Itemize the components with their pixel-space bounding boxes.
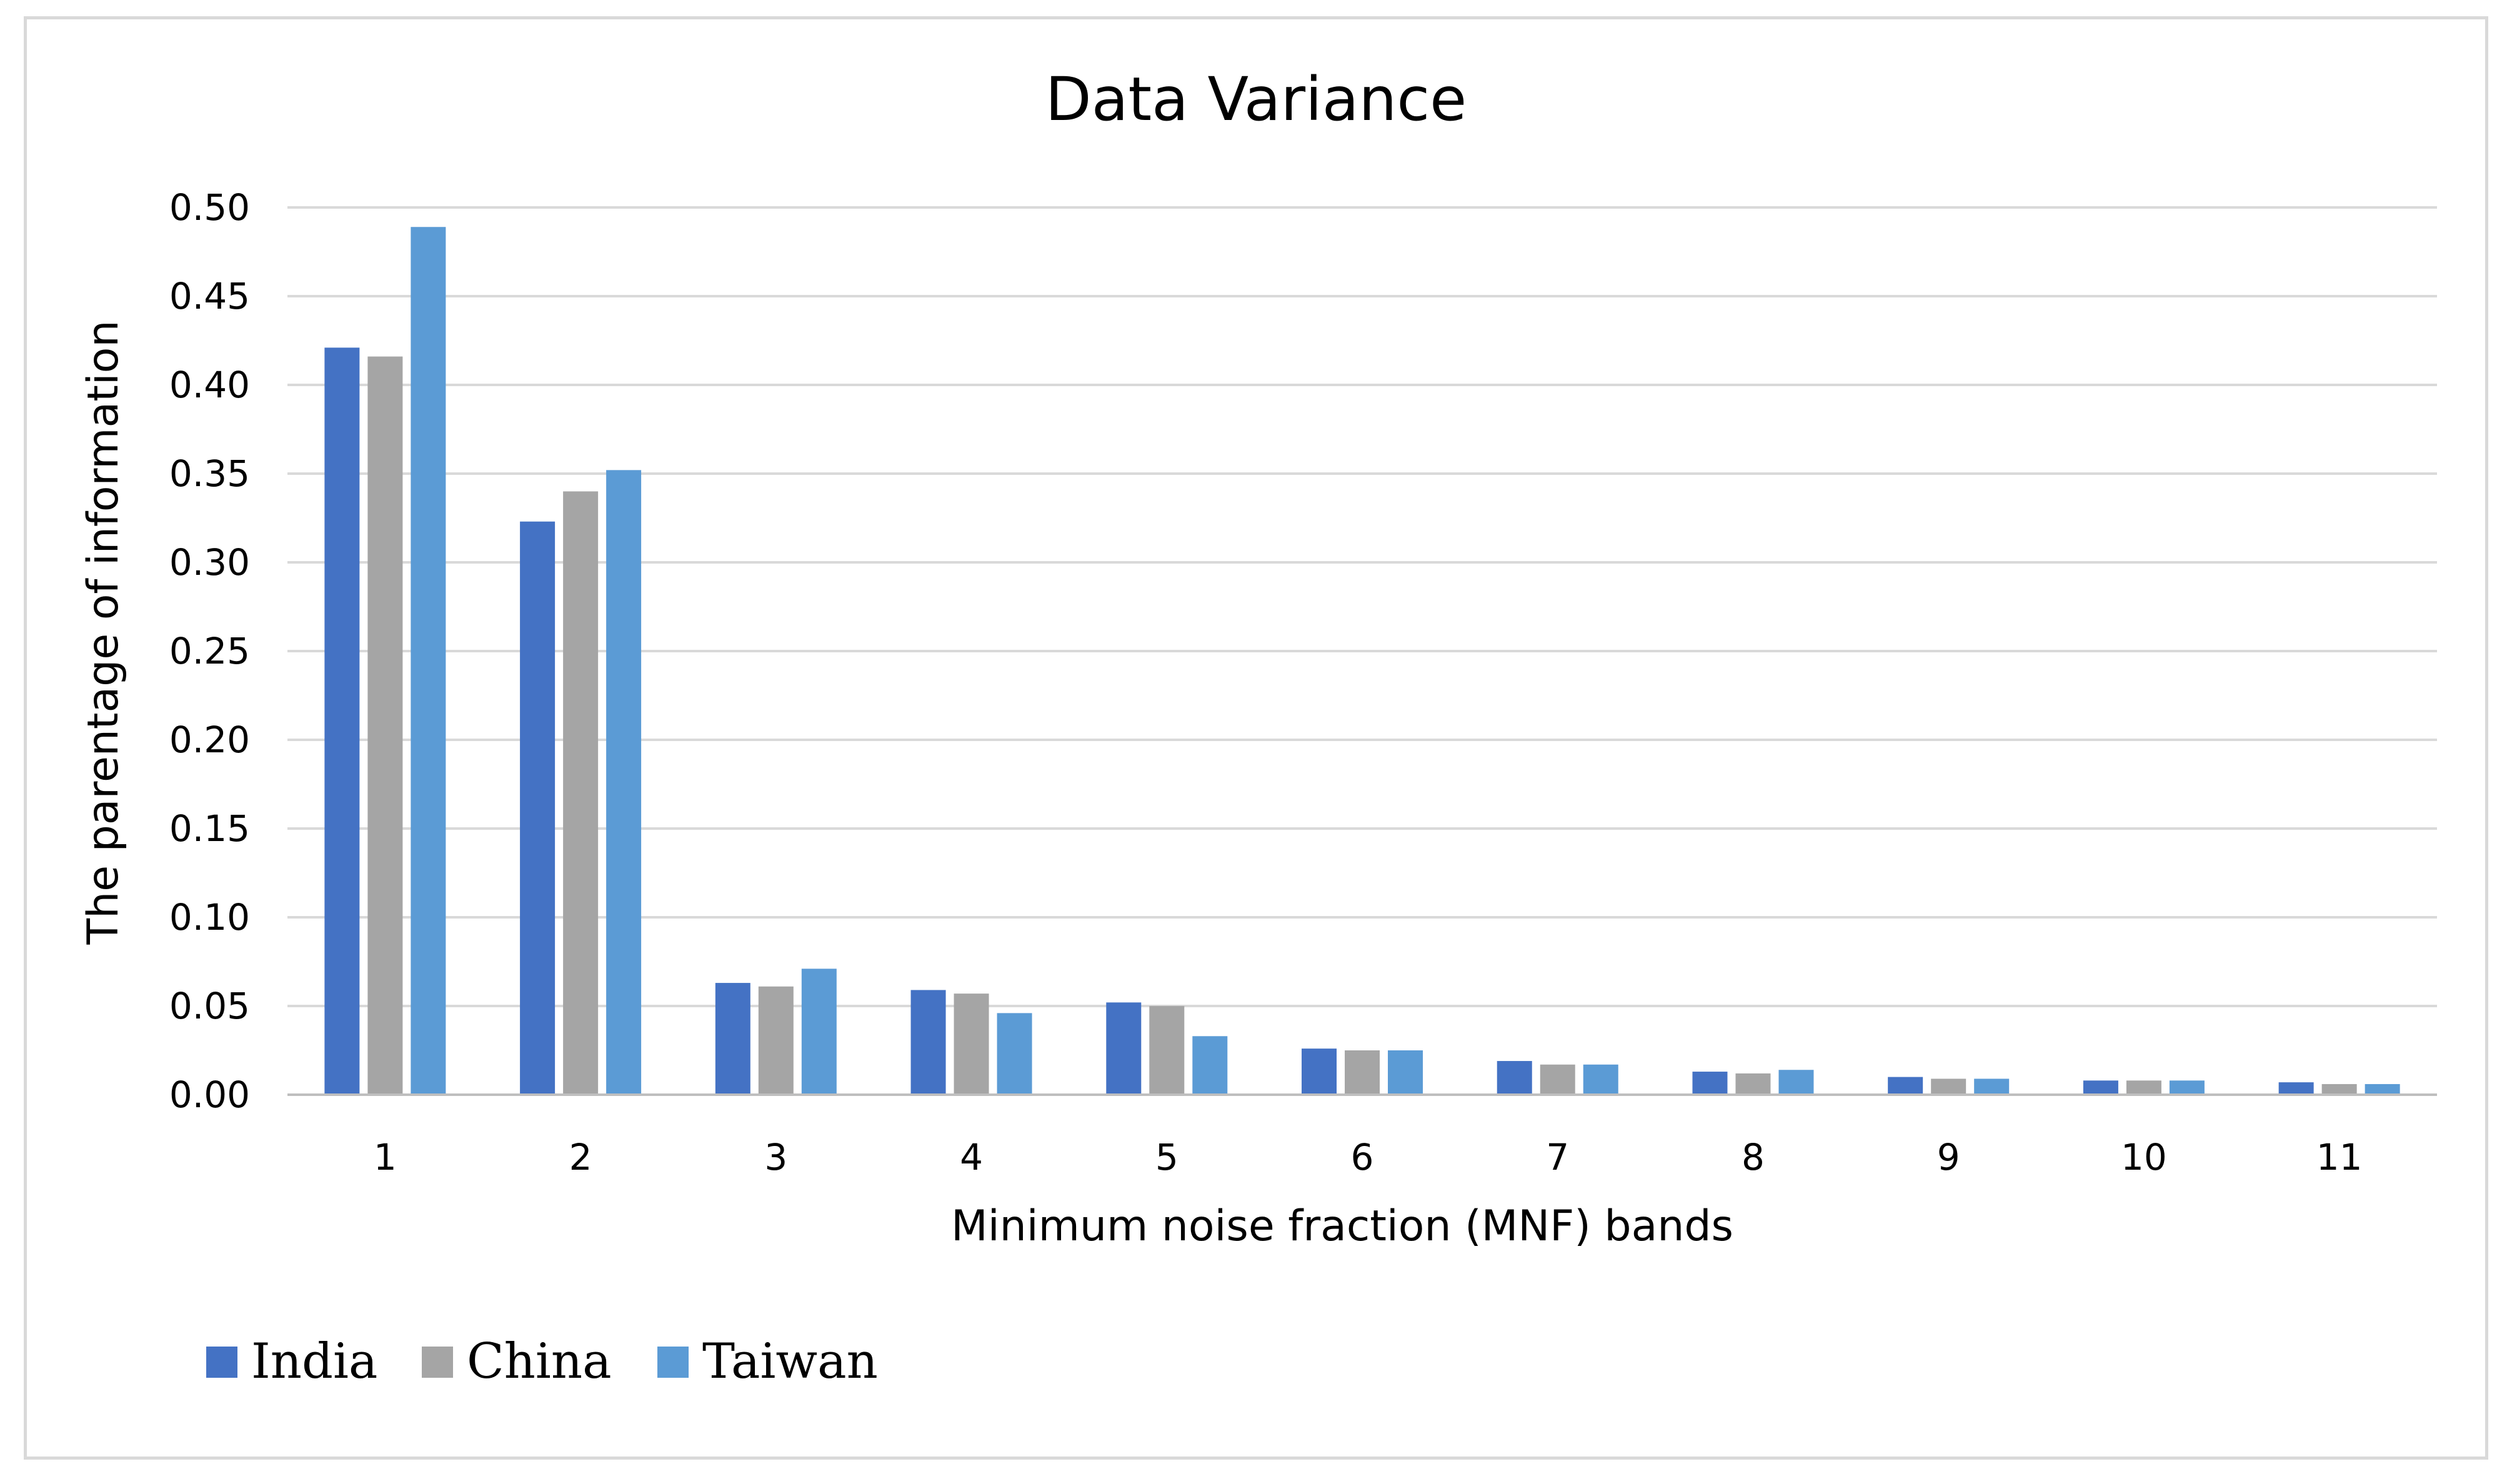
y-axis-label: The parentage of information <box>79 321 128 945</box>
bar-taiwan-band-1 <box>411 227 446 1095</box>
bar-india-band-10 <box>2083 1080 2118 1095</box>
x-axis-ticks: 1 2 3 4 5 6 7 8 9 10 11 <box>374 1136 2363 1178</box>
bar-china-band-9 <box>1931 1078 1966 1095</box>
bar-taiwan-band-11 <box>2365 1083 2400 1095</box>
bar-china-band-4 <box>954 993 989 1095</box>
x-tick-label: 6 <box>1351 1136 1374 1178</box>
bar-china-band-7 <box>1540 1064 1575 1095</box>
bar-india-band-11 <box>2278 1082 2314 1095</box>
bar-india-band-9 <box>1888 1077 1923 1095</box>
bar-china-band-10 <box>2126 1080 2161 1095</box>
x-tick-label: 1 <box>374 1136 397 1178</box>
bar-china-band-8 <box>1735 1073 1771 1095</box>
bar-taiwan-band-8 <box>1778 1070 1814 1095</box>
legend-item-india: India <box>206 1333 377 1390</box>
y-tick-label: 0.00 <box>169 1073 250 1116</box>
legend-label: Taiwan <box>702 1333 878 1390</box>
bar-india-band-4 <box>910 990 946 1095</box>
legend-swatch <box>422 1347 453 1378</box>
bar-taiwan-band-9 <box>1974 1078 2010 1095</box>
y-tick-label: 0.20 <box>169 719 250 761</box>
y-tick-label: 0.05 <box>169 985 250 1027</box>
legend-item-china: China <box>422 1333 612 1390</box>
bar-taiwan-band-3 <box>801 969 837 1095</box>
bar-india-band-3 <box>715 983 750 1095</box>
x-tick-label: 5 <box>1155 1136 1179 1178</box>
bar-taiwan-band-2 <box>606 470 642 1095</box>
bar-india-band-2 <box>520 521 556 1095</box>
x-tick-label: 11 <box>2316 1136 2363 1178</box>
chart-title: Data Variance <box>1045 64 1467 134</box>
y-tick-label: 0.35 <box>169 452 250 495</box>
bar-india-band-6 <box>1302 1048 1337 1095</box>
x-tick-label: 3 <box>764 1136 787 1178</box>
legend-item-taiwan: Taiwan <box>657 1333 878 1390</box>
y-tick-label: 0.30 <box>169 541 250 584</box>
x-tick-label: 8 <box>1742 1136 1765 1178</box>
bar-taiwan-band-5 <box>1192 1036 1228 1095</box>
legend-label: India <box>251 1333 377 1390</box>
y-tick-label: 0.15 <box>169 807 250 850</box>
y-tick-label: 0.25 <box>169 630 250 672</box>
x-axis-label: Minimum noise fraction (MNF) bands <box>951 1202 1733 1251</box>
x-tick-label: 4 <box>960 1136 983 1178</box>
bar-india-band-1 <box>324 347 360 1095</box>
bar-india-band-8 <box>1692 1072 1728 1095</box>
y-tick-label: 0.45 <box>169 275 250 317</box>
x-tick-label: 2 <box>569 1136 592 1178</box>
y-axis-ticks: 0.00 0.05 0.10 0.15 0.20 0.25 0.30 0.35 0.40 0.45… <box>169 186 250 1116</box>
x-tick-label: 10 <box>2121 1136 2167 1178</box>
legend-swatch <box>657 1347 689 1378</box>
bars <box>324 227 2400 1095</box>
legend-label: China <box>467 1333 612 1390</box>
bar-china-band-5 <box>1149 1006 1185 1095</box>
x-tick-label: 7 <box>1546 1136 1569 1178</box>
y-tick-label: 0.40 <box>169 364 250 406</box>
legend-swatch <box>206 1347 237 1378</box>
y-tick-label: 0.10 <box>169 896 250 939</box>
bar-china-band-3 <box>758 986 794 1095</box>
gridlines <box>287 206 2437 1007</box>
bar-india-band-7 <box>1497 1061 1532 1095</box>
bar-taiwan-band-7 <box>1583 1064 1618 1095</box>
bar-taiwan-band-10 <box>2169 1080 2205 1095</box>
bar-china-band-6 <box>1345 1050 1380 1095</box>
bar-taiwan-band-6 <box>1388 1050 1423 1095</box>
bar-china-band-2 <box>563 491 599 1095</box>
bar-china-band-1 <box>367 356 403 1095</box>
bar-china-band-11 <box>2321 1083 2357 1095</box>
legend: India China Taiwan <box>206 1333 878 1390</box>
y-tick-label: 0.50 <box>169 186 250 229</box>
bar-taiwan-band-4 <box>997 1013 1032 1095</box>
bar-india-band-5 <box>1106 1002 1142 1095</box>
x-tick-label: 9 <box>1937 1136 1960 1178</box>
